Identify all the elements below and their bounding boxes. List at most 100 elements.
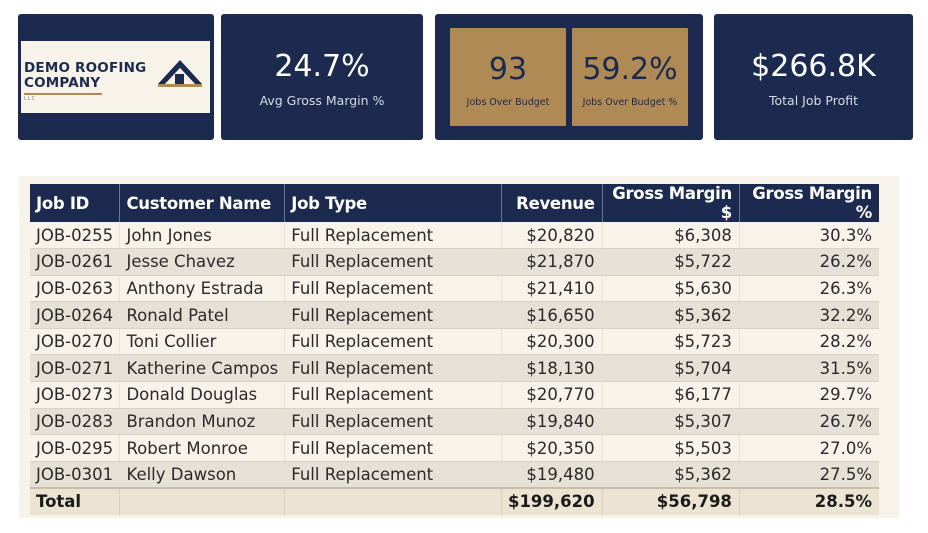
cell-job-id: JOB-0261 bbox=[30, 248, 121, 276]
header-gross-margin-pct[interactable]: Gross Margin % bbox=[739, 184, 879, 222]
avg-gross-margin-label: Avg Gross Margin % bbox=[259, 93, 385, 108]
total-empty-cell bbox=[284, 486, 502, 515]
table-total-row: Total $199,620 $56,798 28.5% bbox=[30, 486, 879, 515]
table-row[interactable]: JOB-0295 Robert Monroe Full Replacement … bbox=[30, 434, 879, 462]
cell-job-type: Full Replacement bbox=[284, 354, 502, 383]
table-row[interactable]: JOB-0255 John Jones Full Replacement $20… bbox=[30, 222, 879, 250]
jobs-over-budget-label: Jobs Over Budget bbox=[466, 97, 550, 108]
avg-gross-margin-card: 24.7% Avg Gross Margin % bbox=[221, 14, 423, 140]
cell-revenue: $16,650 bbox=[501, 301, 603, 329]
cell-gross-margin-pct: 26.2% bbox=[739, 248, 879, 276]
cell-job-id: JOB-0301 bbox=[30, 461, 121, 489]
cell-job-id: JOB-0263 bbox=[30, 275, 121, 303]
company-logo-card: DEMO ROOFING COMPANY LLC bbox=[18, 14, 214, 140]
jobs-table-visual: Job ID Customer Name Job Type Revenue Gr… bbox=[19, 176, 899, 518]
cell-job-id: JOB-0283 bbox=[30, 408, 121, 436]
cell-gross-margin-usd: $5,362 bbox=[602, 301, 740, 329]
cell-gross-margin-pct: 32.2% bbox=[739, 301, 879, 329]
table-row[interactable]: JOB-0264 Ronald Patel Full Replacement $… bbox=[30, 301, 879, 329]
cell-job-id: JOB-0273 bbox=[30, 381, 121, 409]
table-row[interactable]: JOB-0271 Katherine Campos Full Replaceme… bbox=[30, 354, 879, 383]
cell-customer-name: Kelly Dawson bbox=[119, 461, 286, 489]
cell-gross-margin-usd: $6,308 bbox=[602, 222, 740, 250]
table-row[interactable]: JOB-0270 Toni Collier Full Replacement $… bbox=[30, 328, 879, 356]
logo-llc: LLC bbox=[24, 96, 37, 102]
cell-gross-margin-pct: 27.0% bbox=[739, 434, 879, 462]
total-gross-margin-usd: $56,798 bbox=[602, 486, 740, 515]
cell-customer-name: Donald Douglas bbox=[119, 381, 286, 409]
cell-job-id: JOB-0295 bbox=[30, 434, 121, 462]
cell-gross-margin-pct: 26.7% bbox=[739, 408, 879, 436]
total-job-profit-value: $266.8K bbox=[751, 49, 876, 84]
cell-gross-margin-usd: $5,503 bbox=[602, 434, 740, 462]
cell-gross-margin-usd: $5,362 bbox=[602, 461, 740, 489]
cell-job-type: Full Replacement bbox=[284, 328, 502, 356]
cell-job-type: Full Replacement bbox=[284, 301, 502, 329]
table-row[interactable]: JOB-0273 Donald Douglas Full Replacement… bbox=[30, 381, 879, 409]
cell-revenue: $19,480 bbox=[501, 461, 603, 489]
jobs-over-budget-pct-tile: 59.2% Jobs Over Budget % bbox=[572, 28, 688, 126]
cell-gross-margin-usd: $5,307 bbox=[602, 408, 740, 436]
cell-gross-margin-pct: 30.3% bbox=[739, 222, 879, 250]
table-row[interactable]: JOB-0261 Jesse Chavez Full Replacement $… bbox=[30, 248, 879, 276]
table-row[interactable]: JOB-0301 Kelly Dawson Full Replacement $… bbox=[30, 461, 879, 489]
table-row[interactable]: JOB-0283 Brandon Munoz Full Replacement … bbox=[30, 408, 879, 436]
header-customer-name[interactable]: Customer Name bbox=[119, 184, 286, 222]
cell-job-id: JOB-0271 bbox=[30, 354, 121, 383]
cell-gross-margin-usd: $5,723 bbox=[602, 328, 740, 356]
cell-job-type: Full Replacement bbox=[284, 461, 502, 489]
cell-revenue: $21,410 bbox=[501, 275, 603, 303]
total-gross-margin-pct: 28.5% bbox=[739, 486, 879, 515]
total-job-profit-label: Total Job Profit bbox=[768, 93, 858, 108]
cell-job-type: Full Replacement bbox=[284, 434, 502, 462]
cell-job-type: Full Replacement bbox=[284, 222, 502, 250]
jobs-over-budget-value: 93 bbox=[488, 52, 528, 87]
cell-revenue: $19,840 bbox=[501, 408, 603, 436]
jobs-table: Job ID Customer Name Job Type Revenue Gr… bbox=[30, 184, 879, 515]
cell-revenue: $18,130 bbox=[501, 354, 603, 383]
logo-line-1: DEMO ROOFING bbox=[24, 60, 147, 76]
cell-customer-name: Anthony Estrada bbox=[119, 275, 286, 303]
cell-customer-name: John Jones bbox=[119, 222, 286, 250]
cell-customer-name: Brandon Munoz bbox=[119, 408, 286, 436]
table-row[interactable]: JOB-0263 Anthony Estrada Full Replacemen… bbox=[30, 275, 879, 303]
cell-job-type: Full Replacement bbox=[284, 275, 502, 303]
cell-gross-margin-usd: $5,722 bbox=[602, 248, 740, 276]
house-icon bbox=[158, 60, 202, 87]
header-job-type[interactable]: Job Type bbox=[284, 184, 502, 222]
cell-gross-margin-pct: 31.5% bbox=[739, 354, 879, 383]
cell-revenue: $21,870 bbox=[501, 248, 603, 276]
total-job-profit-card: $266.8K Total Job Profit bbox=[714, 14, 913, 140]
cell-customer-name: Jesse Chavez bbox=[119, 248, 286, 276]
avg-gross-margin-value: 24.7% bbox=[274, 49, 370, 84]
cell-customer-name: Ronald Patel bbox=[119, 301, 286, 329]
cell-job-type: Full Replacement bbox=[284, 408, 502, 436]
cell-revenue: $20,820 bbox=[501, 222, 603, 250]
header-job-id[interactable]: Job ID bbox=[30, 184, 121, 222]
total-label: Total bbox=[30, 486, 121, 515]
cell-customer-name: Katherine Campos bbox=[119, 354, 286, 383]
company-logo: DEMO ROOFING COMPANY LLC bbox=[21, 41, 210, 113]
jobs-over-budget-card: 93 Jobs Over Budget 59.2% Jobs Over Budg… bbox=[435, 14, 703, 140]
cell-job-type: Full Replacement bbox=[284, 248, 502, 276]
cell-gross-margin-pct: 26.3% bbox=[739, 275, 879, 303]
cell-gross-margin-pct: 28.2% bbox=[739, 328, 879, 356]
header-revenue[interactable]: Revenue bbox=[501, 184, 603, 222]
cell-job-id: JOB-0264 bbox=[30, 301, 121, 329]
table-header-row: Job ID Customer Name Job Type Revenue Gr… bbox=[30, 184, 879, 222]
jobs-over-budget-pct-value: 59.2% bbox=[582, 52, 678, 87]
cell-customer-name: Toni Collier bbox=[119, 328, 286, 356]
cell-gross-margin-pct: 29.7% bbox=[739, 381, 879, 409]
header-gross-margin-usd[interactable]: Gross Margin $ bbox=[602, 184, 740, 222]
cell-gross-margin-usd: $5,704 bbox=[602, 354, 740, 383]
logo-line-2: COMPANY bbox=[24, 75, 101, 91]
cell-revenue: $20,770 bbox=[501, 381, 603, 409]
cell-job-id: JOB-0270 bbox=[30, 328, 121, 356]
jobs-over-budget-pct-label: Jobs Over Budget % bbox=[582, 97, 678, 108]
logo-underline bbox=[24, 93, 102, 95]
total-empty-cell bbox=[119, 486, 286, 515]
cell-revenue: $20,300 bbox=[501, 328, 603, 356]
cell-revenue: $20,350 bbox=[501, 434, 603, 462]
cell-job-type: Full Replacement bbox=[284, 381, 502, 409]
cell-gross-margin-usd: $5,630 bbox=[602, 275, 740, 303]
